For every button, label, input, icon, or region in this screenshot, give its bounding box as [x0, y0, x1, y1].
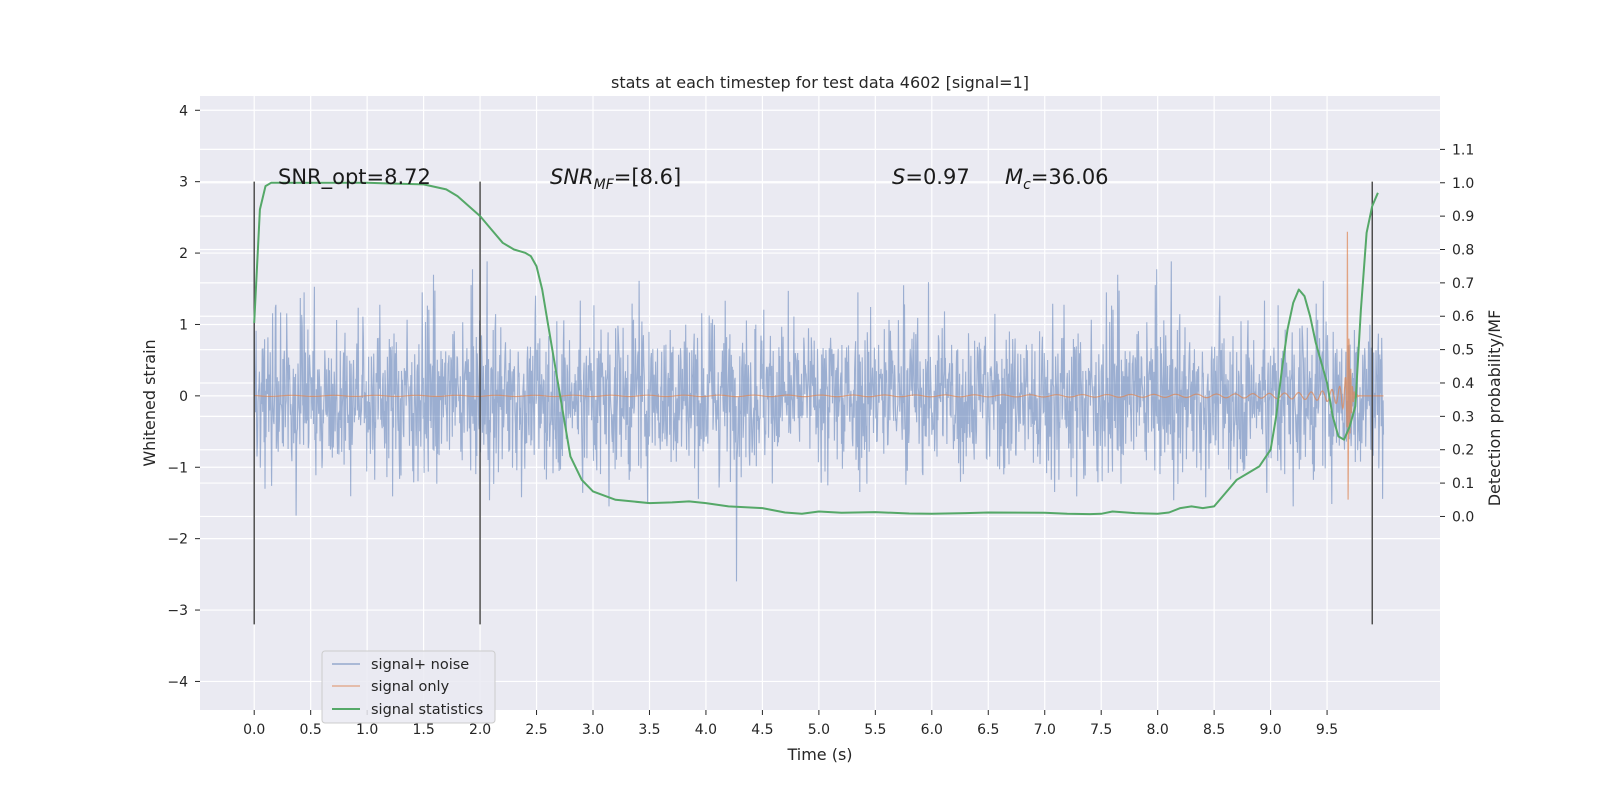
tick-labels: 0.0 0.5 1.0 1.5 2.0 2.5 3.0 3.5 4.0 4.5 5.0 5.5 6.0 6…	[167, 103, 1474, 738]
y2-tick-label-9: 0.9	[1452, 209, 1474, 225]
annotation-s-main: S	[892, 165, 905, 189]
x-tick-label-10: 5.0	[808, 722, 830, 738]
annotation-mc-sub: c	[1023, 177, 1031, 193]
annotation-snr-mf-sub: MF	[594, 177, 615, 193]
y2-tick-label-6: 0.6	[1452, 309, 1474, 325]
x-tick-label-18: 9.0	[1259, 722, 1281, 738]
x-tick-label-19: 9.5	[1316, 722, 1338, 738]
legend-label-signal-only: signal only	[371, 679, 450, 695]
y2-tick-label-1: 0.1	[1452, 476, 1474, 492]
y2-tick-label-10: 1.0	[1452, 176, 1474, 192]
signal-statistics-line	[253, 181, 1379, 516]
x-tick-label-11: 5.5	[864, 722, 886, 738]
annotation-s-value: =0.97	[905, 165, 969, 189]
x-tick-label-4: 2.0	[469, 722, 491, 738]
window-markers	[253, 181, 1373, 625]
y-tick-label-6: 2	[179, 246, 188, 262]
annotation-mc: Mc=36.06	[1005, 165, 1109, 193]
x-tick-label-12: 6.0	[921, 722, 943, 738]
y2-tick-label-0: 0.0	[1452, 509, 1474, 525]
chart-title: stats at each timestep for test data 460…	[611, 73, 1029, 92]
x-tick-label-17: 8.5	[1203, 722, 1225, 738]
legend-label-signal-statistics: signal statistics	[371, 702, 483, 718]
x-tick-label-14: 7.0	[1034, 722, 1056, 738]
x-tick-label-2: 1.0	[356, 722, 378, 738]
annotation-mc-value: =36.06	[1031, 165, 1109, 189]
y-tick-label-1: −3	[167, 603, 188, 619]
y2-tick-label-5: 0.5	[1452, 343, 1474, 359]
annotation-snr-mf-main: SNR	[550, 165, 594, 189]
series-signal-statistics	[253, 181, 1379, 516]
series-signal-only	[254, 231, 1384, 500]
y-tick-label-5: 1	[179, 317, 188, 333]
annotation-snr-mf-value: =[8.6]	[614, 165, 681, 189]
x-tick-label-16: 8.0	[1147, 722, 1169, 738]
y2-tick-label-4: 0.4	[1452, 376, 1474, 392]
y-tick-label-8: 4	[179, 103, 188, 119]
legend-box	[321, 650, 496, 724]
x-tick-label-8: 4.0	[695, 722, 717, 738]
annotations: SNR_opt=8.72 SNRMF=[8.6] S=0.97 Mc=36.06	[278, 165, 1109, 193]
y-axis-label: Whitened strain	[140, 339, 159, 466]
x-tick-label-0: 0.0	[243, 722, 265, 738]
y2-tick-label-2: 0.2	[1452, 443, 1474, 459]
x-tick-label-6: 3.0	[582, 722, 604, 738]
legend: signal+ noise signal only signal statist…	[321, 650, 496, 724]
annotation-s: S=0.97	[892, 165, 970, 189]
x-tick-label-5: 2.5	[525, 722, 547, 738]
annotation-snr-mf: SNRMF=[8.6]	[550, 165, 681, 193]
y-tick-label-4: 0	[179, 389, 188, 405]
y-tick-label-2: −2	[167, 532, 188, 548]
y-tick-label-7: 3	[179, 175, 188, 191]
y2-tick-label-11: 1.1	[1452, 142, 1474, 158]
x-tick-label-9: 4.5	[751, 722, 773, 738]
y-tick-label-3: −1	[167, 460, 188, 476]
annotation-snr-opt: SNR_opt=8.72	[278, 165, 431, 190]
y-tick-label-0: −4	[167, 674, 188, 690]
x-tick-label-1: 0.5	[300, 722, 322, 738]
y2-tick-label-3: 0.3	[1452, 409, 1474, 425]
y2-axis-label: Detection probability/MF	[1485, 310, 1504, 507]
x-axis-label: Time (s)	[786, 745, 852, 764]
x-tick-label-7: 3.5	[638, 722, 660, 738]
legend-label-signal-plus-noise: signal+ noise	[371, 657, 469, 673]
x-tick-label-13: 6.5	[977, 722, 999, 738]
x-tick-label-3: 1.5	[412, 722, 434, 738]
annotation-mc-main: M	[1005, 165, 1023, 189]
y2-tick-label-7: 0.7	[1452, 276, 1474, 292]
x-tick-label-15: 7.5	[1090, 722, 1112, 738]
y2-tick-label-8: 0.8	[1452, 243, 1474, 259]
signal-only-line	[254, 231, 1384, 500]
